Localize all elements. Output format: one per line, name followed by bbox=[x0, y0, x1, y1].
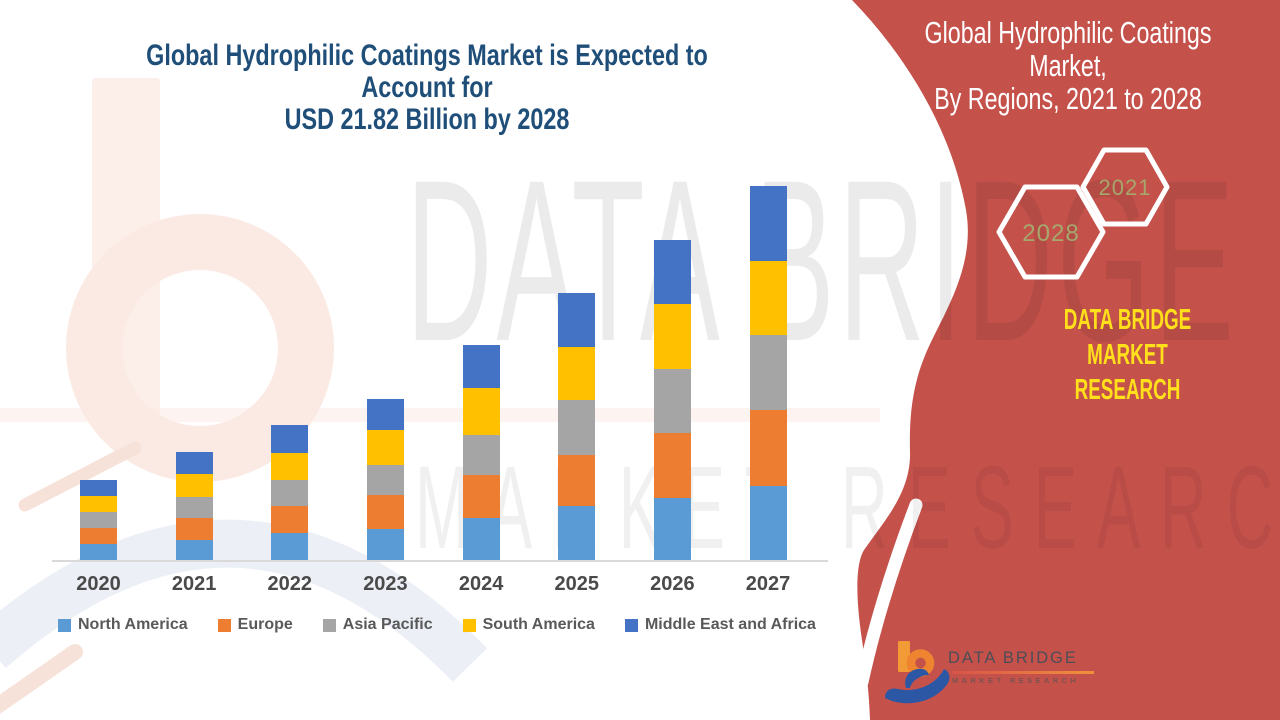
legend-label: Asia Pacific bbox=[342, 616, 433, 633]
legend-label: Middle East and Africa bbox=[644, 616, 816, 633]
panel-white-sliver bbox=[855, 498, 923, 689]
legend-swatch-icon bbox=[624, 618, 638, 632]
legend-label: Europe bbox=[237, 616, 293, 633]
legend-label: South America bbox=[482, 616, 595, 633]
chart-title-line1: Global Hydrophilic Coatings Market is Ex… bbox=[146, 39, 708, 104]
legend: North America Europe Asia Pacific South Ame… bbox=[58, 616, 816, 634]
chart-title: Global Hydrophilic Coatings Market is Ex… bbox=[131, 40, 724, 136]
legend-label: North America bbox=[78, 616, 188, 633]
legend-item: South America bbox=[462, 616, 595, 634]
legend-item: Middle East and Africa bbox=[624, 616, 816, 634]
chart-title-line2: USD 21.82 Billion by 2028 bbox=[284, 103, 570, 136]
legend-item: Europe bbox=[217, 616, 293, 634]
legend-swatch-icon bbox=[217, 618, 231, 632]
legend-swatch-icon bbox=[322, 618, 336, 632]
x-axis-line bbox=[52, 560, 828, 562]
legend-swatch-icon bbox=[462, 618, 476, 632]
legend-item: Asia Pacific bbox=[322, 616, 433, 634]
legend-swatch-icon bbox=[58, 618, 71, 632]
legend-item: North America bbox=[58, 616, 188, 634]
